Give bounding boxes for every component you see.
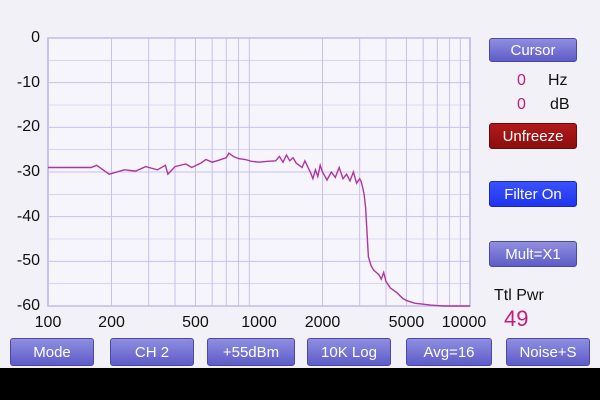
mode-button[interactable]: Mode [10,338,94,366]
total-power-label: Ttl Pwr [494,287,544,304]
cursor-db-value: 0 [517,96,526,113]
bezel-edge [0,368,600,400]
y-tick-label: -20 [16,118,40,136]
unfreeze-button[interactable]: Unfreeze [489,123,577,149]
gain-button[interactable]: +55dBm [207,338,295,366]
average-button[interactable]: Avg=16 [406,338,492,366]
x-tick-label: 100 [34,314,62,331]
x-tick-label: 200 [98,314,125,331]
cursor-button[interactable]: Cursor [489,38,577,62]
span-button[interactable]: 10K Log [307,338,391,366]
multiplier-button[interactable]: Mult=X1 [489,241,577,267]
spectrum-trace [48,152,470,307]
x-tick-label: 1000 [241,314,277,331]
y-tick-label: -50 [16,252,40,270]
y-tick-label: -40 [16,207,40,225]
x-tick-label: 500 [182,314,209,331]
y-tick-label: -30 [16,163,40,180]
channel-button[interactable]: CH 2 [110,338,194,366]
y-tick-label: -10 [16,73,40,91]
x-tick-label: 5000 [388,314,425,331]
cursor-freq-unit: Hz [548,72,568,89]
noise-source-button[interactable]: Noise+S [506,338,590,366]
cursor-freq-value: 0 [517,72,526,89]
y-tick-label: 0 [31,29,40,46]
total-power-value: 49 [504,306,529,331]
x-tick-label: 10000 [441,314,487,331]
y-tick-label: -60 [16,297,40,314]
cursor-db-unit: dB [550,96,570,113]
x-tick-label: 2000 [304,314,341,331]
filter-toggle-button[interactable]: Filter On [489,181,577,207]
grid-lines [48,37,470,307]
